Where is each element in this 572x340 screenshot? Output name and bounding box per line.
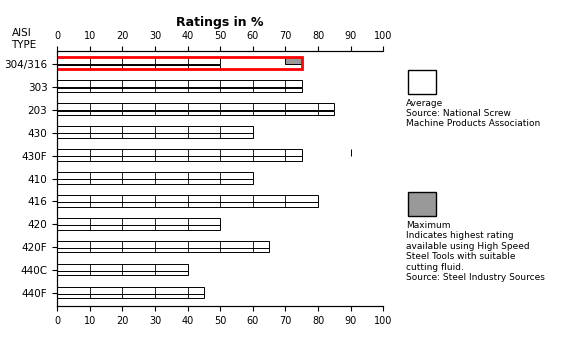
Bar <box>57 172 253 179</box>
Bar <box>57 126 253 133</box>
Bar <box>57 294 204 299</box>
Bar <box>57 87 302 92</box>
Bar <box>57 195 318 202</box>
Bar <box>57 287 204 294</box>
Bar <box>57 248 269 253</box>
Bar <box>57 134 253 138</box>
Bar <box>285 57 302 64</box>
Bar <box>57 225 220 230</box>
Bar <box>57 103 334 110</box>
Bar <box>57 110 334 115</box>
Bar <box>57 65 220 69</box>
Bar <box>57 180 253 184</box>
Bar <box>57 149 302 156</box>
Bar <box>57 271 188 275</box>
Text: Maximum
Indicates highest rating
available using High Speed
Steel Tools with sui: Maximum Indicates highest rating availab… <box>406 221 545 282</box>
Bar <box>57 241 269 248</box>
Bar <box>57 202 318 206</box>
Bar <box>57 156 302 160</box>
Bar <box>408 192 436 216</box>
Bar <box>57 264 188 271</box>
X-axis label: Ratings in %: Ratings in % <box>177 16 264 29</box>
Bar <box>57 80 302 87</box>
Bar <box>55 57 302 69</box>
Bar <box>408 70 436 94</box>
Bar <box>57 57 220 64</box>
Text: AISI
TYPE: AISI TYPE <box>11 28 37 50</box>
Bar <box>57 218 220 225</box>
Text: Average
Source: National Screw
Machine Products Association: Average Source: National Screw Machine P… <box>406 99 541 129</box>
